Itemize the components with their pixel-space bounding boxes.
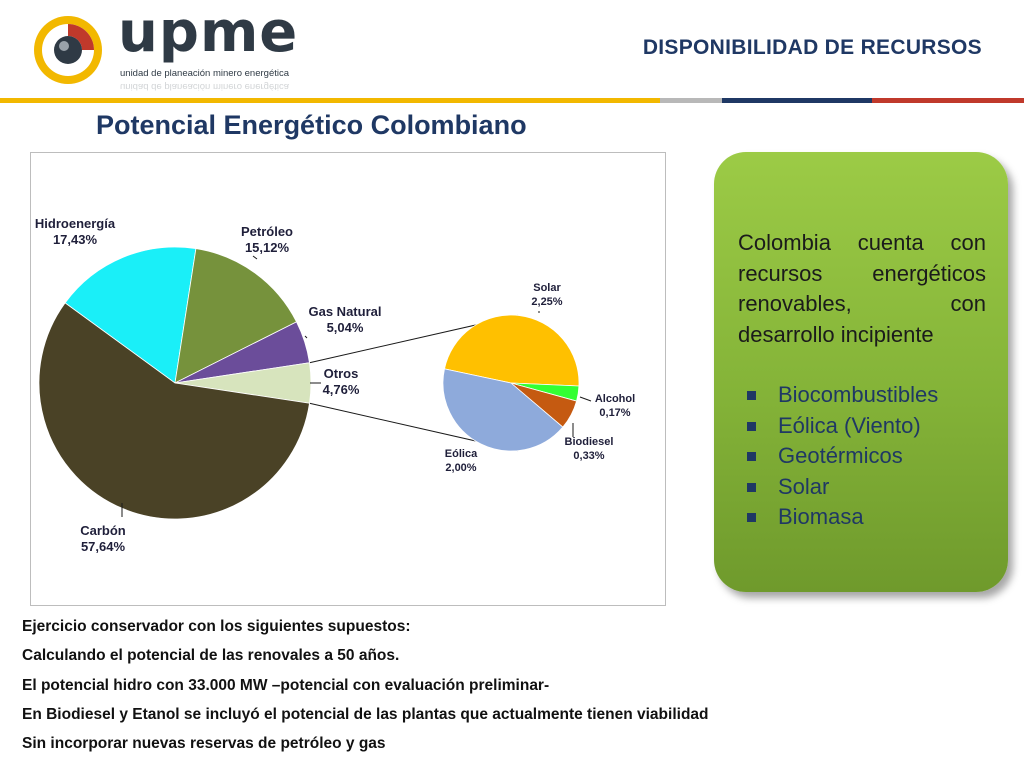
header-bar-segment [872,98,1024,103]
callout-item: Geotérmicos [738,441,938,472]
slice-value-label: 2,25% [531,296,562,308]
upme-logo: upme unidad de planeación minero energét… [30,0,320,96]
slice-value-label: 57,64% [81,539,126,554]
square-bullet-icon [747,513,756,522]
upme-logo-mark-icon [34,16,102,84]
callout-item: Biomasa [738,502,938,533]
slice-label: Petróleo [241,224,293,239]
note-line: Ejercicio conservador con los siguientes… [22,618,411,635]
sub-pie-slice [442,368,564,452]
main-pie-slice [174,248,298,384]
page-title: Potencial Energético Colombiano [96,110,527,140]
square-bullet-icon [747,482,756,492]
slice-label: Eólica [445,448,478,460]
square-bullet-icon [747,452,756,461]
info-callout: Colombia cuenta con recursos energéticos… [714,152,1008,592]
slice-label: Alcohol [595,393,635,405]
callout-item-label: Solar [778,473,830,499]
main-pie-slice [38,302,310,520]
square-bullet-icon [747,391,756,400]
slice-label: Hidroenergía [35,216,116,231]
callout-item-label: Biocombustibles [778,382,939,407]
callout-item-label: Biomasa [778,504,864,529]
section-title: DISPONIBILIDAD DE RECURSOS [642,36,982,59]
leader-line [252,255,258,260]
slice-value-label: 2,00% [445,462,476,474]
slice-value-label: 4,76% [323,382,360,397]
slice-label: Otros [324,366,359,381]
sub-pie-slice [444,314,580,387]
slice-label: Gas Natural [309,304,382,319]
header-bar-segment [722,98,872,103]
slice-label: Carbón [80,523,126,538]
header-bar-segment [0,98,660,103]
slice-value-label: 15,12% [245,240,290,255]
callout-list: Biocombustibles Eólica (Viento) Geotérmi… [738,380,938,533]
main-pie-slice [64,246,197,384]
leader-line [579,396,592,402]
header-color-bar [0,98,1024,103]
leader-line [304,335,308,339]
logo-wordmark: upme [118,0,299,65]
square-bullet-icon [747,421,756,431]
callout-item: Eólica (Viento) [738,411,938,442]
note-line: Sin incorporar nuevas reservas de petról… [22,735,386,753]
logo-subtitle: unidad de planeación minero energética [120,68,290,79]
slice-label: Solar [533,282,561,294]
callout-text: Colombia cuenta con recursos energéticos… [738,230,986,347]
assumptions-notes: Ejercicio conservador con los siguientes… [22,618,709,764]
note-line: El potencial hidro con 33.000 MW –potenc… [22,676,550,694]
slice-value-label: 0,33% [573,450,604,462]
chart-frame: Hidroenergía 17,43% Petróleo 15,12% Gas Natu… [30,152,666,606]
note-line: En Biodiesel y Etanol se incluyó el pote… [22,705,709,723]
callout-item: Solar [738,472,938,503]
slice-label: Biodiesel [565,436,614,448]
note-line: Calculando el potencial de las renovales… [22,647,400,665]
callout-item: Biocombustibles [738,380,938,411]
logo-subtitle-reflection: unidad de planeación minero energética [120,81,290,92]
slice-value-label: 0,17% [599,407,630,419]
slice-value-label: 5,04% [327,320,364,335]
header-bar-segment [660,98,722,103]
callout-item-label: Eólica (Viento) [778,412,921,438]
callout-item-label: Geotérmicos [778,443,903,468]
slice-value-label: 17,43% [53,232,98,247]
